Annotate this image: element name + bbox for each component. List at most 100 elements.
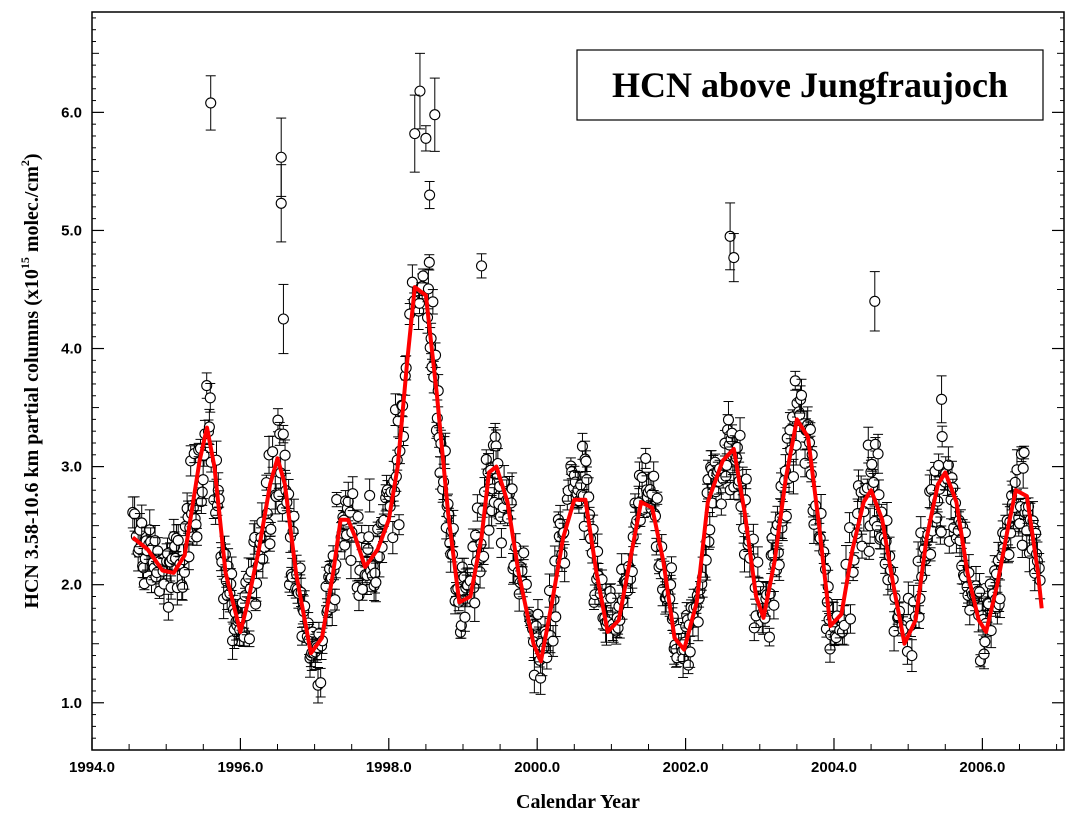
data-point: [363, 525, 375, 549]
point-marker: [935, 526, 947, 538]
point-marker: [763, 631, 775, 643]
y-axis-ticks: 1.0 2.0 3.0 4.0 5.0 6.0: [61, 17, 1064, 739]
point-marker: [422, 283, 434, 295]
data-point: [580, 450, 592, 473]
point-marker: [576, 440, 589, 452]
point-marker: [191, 531, 203, 543]
data-point: [475, 253, 488, 279]
data-point: [869, 271, 881, 332]
x-tick-label: 1996.0: [217, 759, 263, 776]
data-point: [352, 509, 364, 524]
point-marker: [869, 438, 881, 450]
y-tick-label: 4.0: [61, 341, 82, 358]
point-marker: [162, 601, 174, 613]
point-marker: [136, 517, 148, 529]
point-marker: [475, 260, 488, 272]
point-marker: [684, 646, 696, 658]
point-marker: [640, 452, 652, 464]
data-point: [935, 525, 947, 539]
point-marker: [352, 510, 364, 523]
data-point: [704, 511, 716, 548]
point-marker: [272, 414, 284, 426]
point-marker: [480, 453, 492, 466]
y-tick-label: 3.0: [61, 459, 82, 476]
x-axis-title: Calendar Year: [516, 791, 640, 813]
y-tick-label: 5.0: [61, 222, 82, 239]
point-marker: [427, 296, 439, 308]
point-marker: [580, 455, 592, 467]
point-marker: [532, 608, 544, 620]
data-point: [873, 479, 885, 510]
data-point: [768, 590, 780, 620]
point-marker: [356, 583, 369, 595]
y-tick-label: 1.0: [61, 695, 82, 712]
point-marker: [279, 449, 291, 461]
data-point: [424, 180, 436, 210]
point-marker: [978, 648, 990, 660]
point-marker: [752, 556, 764, 568]
data-point: [277, 424, 289, 444]
point-marker: [363, 531, 375, 543]
data-point: [420, 125, 432, 152]
point-marker: [933, 459, 945, 472]
point-marker: [469, 597, 481, 609]
data-point: [423, 254, 435, 271]
point-marker: [795, 389, 808, 401]
x-axis-ticks: 1994.0 1996.0 1998.0 2000.0 2002.0 2004.0 2006…: [69, 738, 1058, 776]
data-point: [393, 514, 405, 536]
data-point: [345, 541, 357, 580]
point-marker: [636, 471, 648, 484]
data-point: [1018, 445, 1030, 460]
point-marker: [979, 636, 991, 648]
data-point: [640, 447, 652, 469]
data-point: [226, 621, 239, 660]
data-point: [177, 573, 189, 601]
data-point: [979, 629, 991, 654]
point-marker: [409, 128, 421, 140]
chart-title-box: HCN above Jungfraujoch: [576, 49, 1044, 121]
point-marker: [866, 458, 878, 470]
point-marker: [863, 545, 875, 557]
data-point: [429, 77, 441, 152]
data-point: [925, 547, 937, 562]
point-marker: [535, 672, 547, 684]
point-marker: [936, 430, 948, 443]
data-point: [605, 583, 617, 613]
point-marker: [275, 151, 287, 163]
data-point: [469, 583, 481, 622]
point-marker: [370, 576, 382, 588]
x-tick-label: 2000.0: [514, 759, 560, 776]
data-point: [480, 449, 492, 470]
data-point: [364, 478, 376, 513]
point-marker: [682, 659, 694, 671]
data-points: [127, 52, 1046, 704]
point-marker: [205, 97, 217, 109]
data-point: [728, 233, 740, 283]
data-point: [495, 528, 507, 558]
point-marker: [345, 554, 357, 566]
data-point: [267, 435, 279, 468]
point-marker: [581, 474, 593, 486]
data-point: [250, 597, 262, 612]
point-marker: [264, 538, 276, 550]
point-marker: [1018, 446, 1030, 459]
point-marker: [936, 393, 948, 405]
y-axis-title-exp2: 2: [18, 160, 32, 166]
point-marker: [315, 677, 327, 689]
data-point: [414, 52, 426, 130]
data-point: [331, 491, 343, 508]
point-marker: [277, 313, 289, 325]
data-point: [191, 527, 203, 546]
point-marker: [692, 616, 704, 628]
point-marker: [787, 471, 800, 483]
data-point: [795, 378, 808, 412]
point-marker: [974, 586, 986, 598]
y-axis-title-mid: molec./cm: [21, 166, 43, 257]
data-point: [626, 554, 638, 589]
point-marker: [1009, 476, 1021, 488]
point-marker: [243, 633, 255, 645]
y-axis-title-main: HCN 3.58-10.6 km partial columns (x10: [21, 269, 43, 608]
point-marker: [459, 611, 471, 623]
data-point: [347, 476, 359, 512]
point-marker: [651, 492, 663, 504]
